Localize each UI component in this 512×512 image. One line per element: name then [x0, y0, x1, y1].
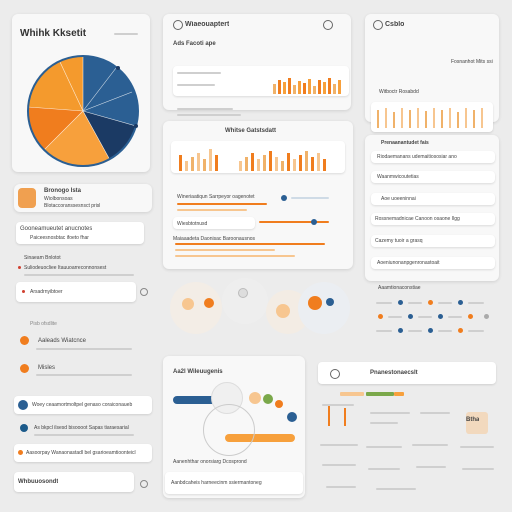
bottom-center-footer2: Aanbdcaheis harneecinm ssiermantoneg [171, 480, 262, 486]
mid-row1: Wineriaatiqun Sarrpeyor oagenotet [177, 194, 255, 200]
right-r5: Cazemy tuoir a grasq [375, 238, 423, 244]
orange-dot-icon-3 [18, 450, 23, 455]
left-item1-sub2: Blotaccoranssesnsct prisl [44, 203, 101, 209]
left-item1-sub: Wiolbonsoas [44, 196, 73, 202]
left-item-7[interactable]: Woey ceaamortmoltpel genaso coraiconaueb [14, 396, 152, 414]
left-item5: Aaleads Wiatcnce [38, 338, 87, 344]
top-right-bars [375, 106, 493, 128]
bottom-right-charts: Btha [316, 398, 502, 498]
orange-dot-icon-2 [20, 364, 29, 373]
left-section: Pisb ofsdlite [30, 321, 57, 327]
pie-card: Whihk Kksetit [12, 14, 150, 172]
left-item-1[interactable]: Bronogo Ista Wiolbonsoas Blotaccoransses… [14, 184, 152, 212]
left-item-4[interactable]: Arsadrnyibtoer [16, 282, 136, 302]
connector-blue [173, 396, 237, 404]
left-item-10[interactable]: Whbuuosondt [14, 472, 134, 492]
right-r2: Waanmwicoutetias [377, 174, 419, 180]
mid-row2-box [173, 217, 255, 229]
left-item2-sub: Paiceesnosbtac ifoeto fhar [30, 235, 89, 241]
mid-center-title: Whitse Gatstsdatt [225, 128, 277, 134]
mid-center-bars [179, 145, 329, 171]
bottom-center-title: Aa2l Wileuugenis [173, 369, 223, 375]
right-row-3[interactable]: Aoe uoeeninnai [371, 193, 495, 205]
top-right-title: Csblo [385, 21, 405, 28]
blue-dot-icon [20, 424, 28, 432]
bottom-center-card: Aa2l Wileuugenis Aanenhthar onorsiarg Dc… [163, 356, 305, 498]
right-r1: Riodaemanans udemaitiososiar ano [377, 154, 457, 160]
bottom-center-footer: Aanenhthar onorsiarg Dcosprond [173, 459, 247, 465]
top-right-chart [371, 102, 493, 132]
right-dot-grid [372, 296, 502, 340]
left-item10: Whbuuosondt [18, 479, 59, 485]
right-section: Aaamtionaconstiae [378, 285, 421, 291]
right-panel: Prenaanantudet fais Riodaemanans udemait… [365, 135, 499, 281]
right-row-1[interactable]: Riodaemanans udemaitiososiar ano [371, 151, 495, 163]
right-r6: Aoeniunonanpgenronastoait [377, 260, 440, 266]
right-r3: Aoe uoeeninnai [381, 196, 416, 202]
left-item-9[interactable]: Aasoorpay Wanaonastadl bel gsarioeamtioo… [14, 444, 152, 462]
left-item9: Aasoorpay Wanaonastadl bel gsarioeamtioo… [26, 450, 136, 456]
bubble-2 [222, 278, 268, 324]
top-right-card: Csblo Fosnanhot Mits ssi Witboctr Rosabd… [365, 14, 499, 132]
mid-row3: Maiaaadeta Daonisac Baroonausnos [173, 236, 255, 242]
right-row-5[interactable]: Cazemy tuoir a grasq [371, 235, 495, 247]
refresh-icon [330, 369, 340, 379]
blue-toggle-icon [18, 400, 28, 410]
settings-icon[interactable] [323, 20, 333, 30]
bottom-right-badge: Btha [466, 417, 480, 423]
download-icon[interactable] [140, 480, 148, 488]
info-icon[interactable] [140, 288, 148, 296]
left-item3-sub: Suliodeuocliee Itauuoarreconnonsest [24, 265, 107, 271]
bottom-right-header[interactable]: Pnanestonaecslt [318, 362, 496, 384]
mid-row2: Wiesbtotnusd [177, 221, 208, 227]
toggle-dot-1[interactable] [281, 195, 287, 201]
left-item3-title: Sinaeam Bnlotot [24, 255, 61, 261]
left-item-2[interactable]: Gooneamueutet anucnotes Paiceesnosbtac i… [16, 222, 144, 244]
bubble-1 [170, 282, 222, 334]
bottom-center-footer-box[interactable]: Aanbdcaheis harneecinm ssiermantoneg [165, 472, 303, 494]
right-r4: Rossnemadnicae Canoon osaone Ilgg [375, 216, 460, 222]
right-row-6[interactable]: Aoeniunonanpgenronastoait [371, 257, 495, 269]
right-row-4[interactable]: Rossnemadnicae Canoon osaone Ilgg [371, 213, 495, 225]
orange-dot-icon-1 [20, 336, 29, 345]
bubble-4 [298, 282, 350, 334]
toggle-dot-2[interactable] [311, 219, 317, 225]
top-center-card: Wiaeouaptert Ads Facoti ape [163, 14, 351, 116]
pie-chart [27, 55, 139, 167]
top-center-subtitle: Ads Facoti ape [173, 41, 216, 47]
top-right-row2: Witboctr Rosabdd [379, 89, 419, 95]
left-item6: Misles [38, 365, 56, 371]
top-right-row1: Fosnanhot Mits ssi [451, 59, 493, 65]
left-item1-title: Bronogo Ista [44, 188, 81, 194]
top-center-bars [273, 76, 347, 94]
globe-icon [173, 20, 183, 30]
bottom-right-title: Pnanestonaecslt [370, 370, 418, 376]
top-center-title: Wiaeouaptert [185, 21, 230, 28]
orange-square-icon [18, 188, 36, 208]
left-item7: Woey ceaamortmoltpel genaso coraiconaueb [32, 402, 133, 408]
left-item2-title: Gooneamueutet anucnotes [20, 226, 93, 232]
right-row-2[interactable]: Waanmwicoutetias [371, 171, 495, 183]
app-title: Whihk Kksetit [20, 28, 87, 39]
left-item4-title: Arsadrnyibtoer [30, 289, 63, 295]
app-icon [373, 20, 383, 30]
left-item8: As bkpcl ilsesd bisoooot Sapas tiaraesar… [34, 425, 129, 431]
right-header: Prenaanantudet fais [381, 140, 429, 146]
mid-center-card: Whitse Gatstsdatt Wineriaatiqun Sarrpeyo… [163, 121, 353, 269]
